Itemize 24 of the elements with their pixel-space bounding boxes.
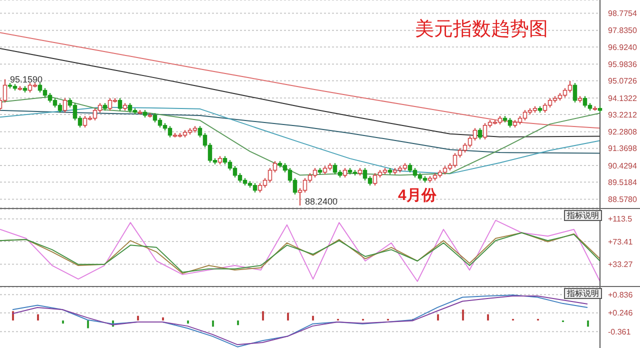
y-tick-label: 95.9836 xyxy=(608,60,638,69)
y-tick-label: 92.2808 xyxy=(608,128,638,137)
y-tick-label: 88.5780 xyxy=(608,195,638,204)
annotation: 95.1590 xyxy=(10,74,43,84)
y-tick-label: +33.27 xyxy=(608,260,634,270)
annotation: 88.2400 xyxy=(305,196,338,207)
y-tick-label: 89.5184 xyxy=(608,178,638,187)
y-tick-label: 94.1322 xyxy=(608,94,638,103)
y-tick-label: 97.8350 xyxy=(608,26,638,36)
y-tick-label: 96.9240 xyxy=(608,42,638,52)
y-tick-label: -0.361 xyxy=(608,328,632,337)
y-tick-label: 95.0726 xyxy=(608,76,638,86)
text: 美元指数趋势图 xyxy=(415,18,548,42)
y-tick-label: +0.246 xyxy=(608,308,634,318)
y-tick-label: 98.7754 xyxy=(608,9,638,18)
y-tick-label: 91.3698 xyxy=(608,144,638,154)
annotation: 指标说明 xyxy=(564,288,602,299)
y-tick-label: +0.836 xyxy=(608,290,634,300)
annotation: 指标说明 xyxy=(564,210,602,221)
y-tick-label: 90.4294 xyxy=(608,161,638,170)
y-tick-label: +73.41 xyxy=(608,237,634,246)
y-tick-label: +113.5 xyxy=(608,214,633,224)
y-tick-label: 93.2212 xyxy=(608,110,638,120)
annotation: 4月份 xyxy=(398,186,436,205)
